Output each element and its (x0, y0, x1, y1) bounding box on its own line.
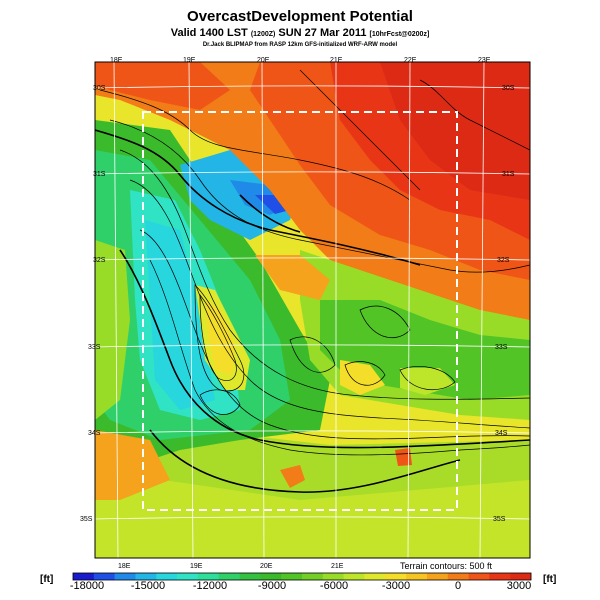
colorbar-swatch (426, 573, 449, 580)
forecast-info: [10hrFcst@0200z] (369, 31, 430, 38)
terrain-contours-note: Terrain contours: 500 ft (400, 561, 493, 571)
terrain-contours-major (95, 129, 530, 493)
lat-label-left: 30S (93, 85, 106, 92)
colorbar-unit-right: [ft] (543, 574, 557, 585)
colorbar-unit-left: [ft] (40, 574, 54, 585)
lon-label-top: 23E (478, 57, 491, 64)
colorbar-swatch (510, 573, 532, 580)
valid-time-line: Valid 1400 LST (1200Z) SUN 27 Mar 2011 [… (0, 27, 600, 39)
colorbar-swatch (322, 573, 344, 580)
lon-label-top: 20E (257, 57, 270, 64)
lon-label-top: 22E (404, 57, 417, 64)
colorbar-swatch (114, 573, 136, 580)
inner-domain-box (142, 111, 458, 511)
lon-label-top: 21E (330, 57, 343, 64)
colorbar-outline (72, 572, 532, 581)
colorbar-swatch (364, 573, 386, 580)
lat-label-right: 32S (497, 257, 510, 264)
colorbar-swatch (343, 573, 365, 580)
lat-label-right: 34S (495, 430, 508, 437)
terrain-contours (99, 69, 530, 456)
lon-label-bottom: 20E (260, 563, 273, 570)
lon-label-bottom: 19E (190, 563, 203, 570)
colorbar (72, 572, 532, 581)
colorbar-tick-label: -15000 (130, 580, 166, 592)
lon-label-bottom: 18E (118, 563, 131, 570)
lat-label-right: 35S (493, 516, 506, 523)
colorbar-swatch (135, 573, 157, 580)
colorbar-swatch (302, 573, 324, 580)
lon-label-bottom: 21E (331, 563, 344, 570)
colorbar-swatch (447, 573, 469, 580)
lat-label-left: 34S (88, 430, 101, 437)
colorbar-swatch (385, 573, 407, 580)
colorbar-tick-label: -6000 (319, 580, 349, 592)
map-border (94, 61, 531, 559)
colorbar-swatch (177, 573, 199, 580)
valid-date: SUN 27 Mar 2011 (278, 27, 367, 39)
lat-label-left: 32S (93, 257, 106, 264)
colorbar-tick-label: 3000 (506, 580, 532, 592)
colorbar-tick-label: -9000 (257, 580, 287, 592)
colorbar-swatch (197, 573, 220, 580)
colorbar-tick-label: 0 (454, 580, 462, 592)
colorbar-swatch (156, 573, 178, 580)
lat-label-right: 30S (502, 85, 515, 92)
colorbar-swatch (93, 573, 115, 580)
colorbar-tick-label: -3000 (381, 580, 411, 592)
valid-utc: (1200Z) (250, 31, 276, 38)
chart-title: OvercastDevelopment Potential (187, 8, 413, 25)
lat-label-left: 33S (88, 344, 101, 351)
lon-label-top: 19E (183, 57, 196, 64)
colorbar-swatch (281, 573, 303, 580)
lat-label-left: 31S (93, 171, 106, 178)
lon-label-top: 18E (110, 57, 123, 64)
colorbar-swatch (260, 573, 282, 580)
latlon-grid (95, 62, 530, 558)
lat-label-right: 31S (502, 171, 515, 178)
colorbar-swatch (218, 573, 240, 580)
overcast-field (95, 62, 530, 558)
lat-label-left: 35S (80, 516, 93, 523)
lat-label-right: 33S (495, 344, 508, 351)
colorbar-swatch (406, 573, 428, 580)
colorbar-tick-label: -12000 (192, 580, 228, 592)
colorbar-swatch (468, 573, 490, 580)
valid-time: Valid 1400 LST (170, 27, 248, 39)
model-description: Dr.Jack BLIPMAP from RASP 12km GFS-initi… (202, 42, 398, 48)
colorbar-tick-label: -18000 (69, 580, 105, 592)
colorbar-swatch (239, 573, 261, 580)
colorbar-swatch (489, 573, 511, 580)
colorbar-swatch (73, 573, 95, 580)
